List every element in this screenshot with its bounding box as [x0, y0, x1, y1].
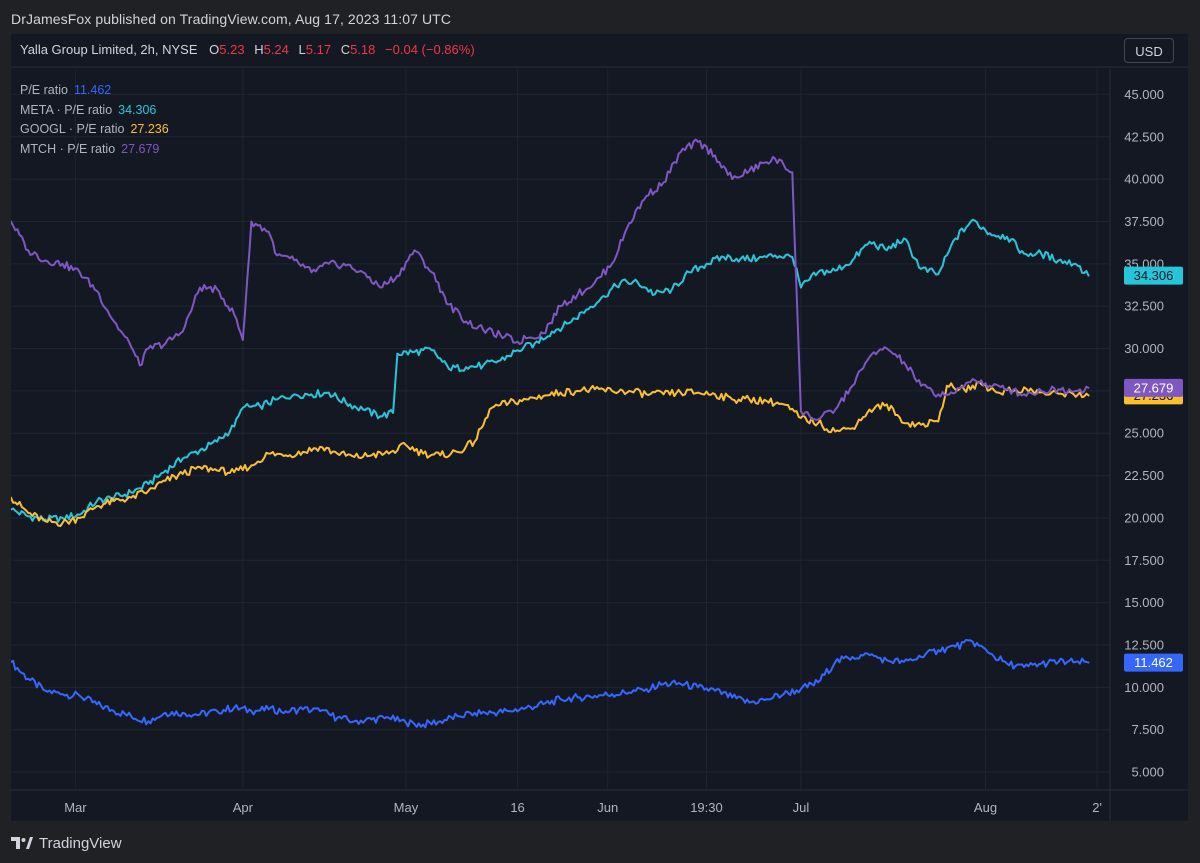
chart-panel[interactable]: 45.000 42.500 40.000 37.500 35.000 32.500 30.0…	[11, 34, 1188, 821]
publisher-banner: DrJamesFox published on TradingView.com,…	[0, 0, 1200, 34]
footer-brand: TradingView	[39, 834, 122, 852]
legend-name: GOOGL · P/E ratio	[20, 122, 125, 137]
series-line	[11, 218, 1090, 523]
y-tick-label: 15.000	[1124, 595, 1164, 610]
y-tick-label: 32.500	[1124, 299, 1164, 314]
x-tick-label: Aug	[974, 800, 997, 815]
chart-legend: P/E ratio 11.462 META · P/E ratio 34.306 G…	[20, 81, 169, 160]
footer: TradingView	[11, 830, 122, 856]
last-value-badge: 11.462	[1124, 653, 1183, 672]
x-tick-label: Jul	[793, 800, 810, 815]
legend-item[interactable]: GOOGL · P/E ratio 27.236	[20, 120, 169, 140]
legend-value: 11.462	[73, 83, 112, 97]
low-value: 5.17	[305, 42, 332, 57]
open-value: 5.23	[219, 42, 245, 57]
y-tick-label: 30.000	[1124, 341, 1164, 356]
x-tick-label: 2'	[1092, 800, 1102, 815]
close-label: C	[340, 42, 351, 57]
y-tick-label: 42.500	[1124, 129, 1164, 144]
last-value-badge-label: 27.679	[1134, 380, 1174, 395]
last-value-badge-bg	[1124, 378, 1183, 397]
last-value-badge: 27.679	[1124, 378, 1183, 397]
series-line	[11, 638, 1090, 729]
y-tick-label: 22.500	[1124, 468, 1164, 483]
symbol-title: Yalla Group Limited, 2h, NYSE	[20, 42, 198, 57]
legend-item[interactable]: META · P/E ratio 34.306	[20, 101, 169, 121]
series-line	[11, 138, 1090, 421]
last-value-badge-label: 11.462	[1134, 655, 1173, 670]
low-label: L	[298, 42, 306, 57]
x-tick-label: Mar	[64, 800, 87, 815]
last-value-badge: 34.306	[1124, 266, 1183, 285]
legend-item[interactable]: MTCH · P/E ratio 27.679	[20, 140, 169, 160]
x-tick-label: May	[394, 800, 419, 815]
y-tick-label: 7.500	[1131, 722, 1164, 737]
last-value-badge-bg	[1124, 653, 1183, 672]
y-tick-label: 45.000	[1124, 87, 1164, 102]
x-tick-label: 19:30	[690, 800, 723, 815]
y-tick-label: 25.000	[1124, 426, 1164, 441]
series-line	[11, 381, 1090, 527]
x-tick-label: Apr	[233, 800, 254, 815]
last-value-badge-label: 34.306	[1134, 268, 1174, 283]
change-value: −0.04 (−0.86%)	[385, 42, 475, 57]
y-tick-label: 20.000	[1124, 510, 1164, 525]
y-tick-label: 17.500	[1124, 553, 1164, 568]
legend-value: 34.306	[118, 102, 157, 117]
open-label: O	[209, 42, 220, 57]
y-tick-label: 5.000	[1131, 765, 1164, 780]
last-value-badge-bg	[1124, 266, 1183, 285]
legend-name: META · P/E ratio	[20, 102, 113, 117]
legend-item[interactable]: P/E ratio 11.462	[20, 81, 169, 101]
close-value: 5.18	[350, 42, 376, 57]
y-tick-label: 37.500	[1124, 214, 1164, 229]
y-tick-label: 40.000	[1124, 172, 1164, 187]
high-value: 5.24	[263, 42, 289, 57]
legend-value: 27.236	[130, 122, 169, 137]
legend-name: MTCH · P/E ratio	[20, 142, 116, 157]
chart-canvas[interactable]: 45.00042.50040.00037.50035.00032.50030.0…	[11, 34, 1188, 821]
symbol-header: Yalla Group Limited, 2h, NYSE O5.23 H5.2…	[20, 42, 475, 57]
tradingview-logo-icon	[11, 836, 33, 850]
x-tick-label: Jun	[597, 800, 618, 815]
currency-button[interactable]: USD	[1124, 38, 1174, 63]
high-label: H	[254, 42, 264, 57]
legend-name: P/E ratio	[20, 83, 68, 97]
x-tick-label: 16	[510, 800, 524, 815]
y-tick-label: 10.000	[1124, 680, 1164, 695]
y-tick-label: 12.500	[1124, 638, 1164, 653]
legend-value: 27.679	[121, 142, 160, 157]
